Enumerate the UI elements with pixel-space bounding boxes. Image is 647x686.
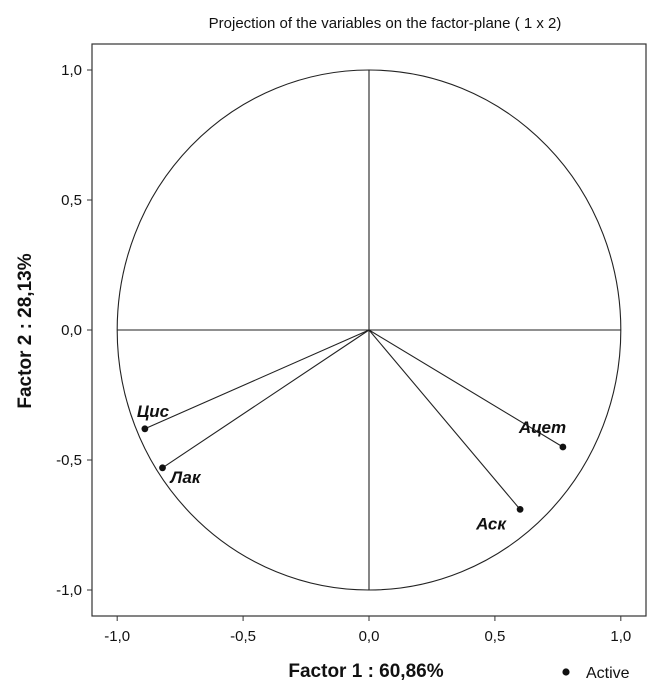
legend: Active: [562, 665, 630, 682]
x-tick-label: 1,0: [610, 628, 631, 645]
x-axis-ticks: -1,0 -0,5 0,0 0,5 1,0: [104, 616, 631, 645]
y-tick-label: 1,0: [61, 62, 82, 79]
x-axis-label: Factor 1 : 60,86%: [288, 661, 443, 682]
y-tick-label: -1,0: [56, 582, 82, 599]
variable-vectors: [144, 329, 564, 510]
y-tick-label: 0,5: [61, 192, 82, 209]
chart-title: Projection of the variables on the facto…: [209, 15, 562, 32]
variable-vector-line: [144, 329, 370, 430]
x-tick-label: -1,0: [104, 628, 130, 645]
legend-label-active: Active: [586, 665, 630, 682]
data-point: [159, 464, 166, 472]
x-tick-label: -0,5: [230, 628, 256, 645]
legend-marker-active: [562, 668, 570, 676]
point-labels: Цис Лак Ацет Аск: [137, 402, 566, 534]
x-tick-label: 0,0: [359, 628, 380, 645]
variable-vector-line: [368, 329, 564, 448]
data-point-label: Аск: [475, 514, 507, 533]
x-tick-label: 0,5: [484, 628, 505, 645]
y-tick-label: 0,0: [61, 322, 82, 339]
data-point: [559, 443, 567, 451]
variable-vector-line: [162, 329, 370, 469]
data-point-label: Цис: [137, 402, 170, 421]
y-axis-ticks: 1,0 0,5 0,0 -0,5 -1,0: [56, 62, 92, 599]
y-axis-label: Factor 2 : 28,13%: [15, 253, 36, 408]
data-point-label: Ацет: [518, 418, 566, 437]
data-point: [516, 506, 524, 513]
data-point-label: Лак: [169, 468, 202, 487]
variable-vector-line: [368, 329, 521, 510]
y-tick-label: -0,5: [56, 452, 82, 469]
data-points: [141, 425, 567, 513]
data-point: [141, 425, 149, 433]
